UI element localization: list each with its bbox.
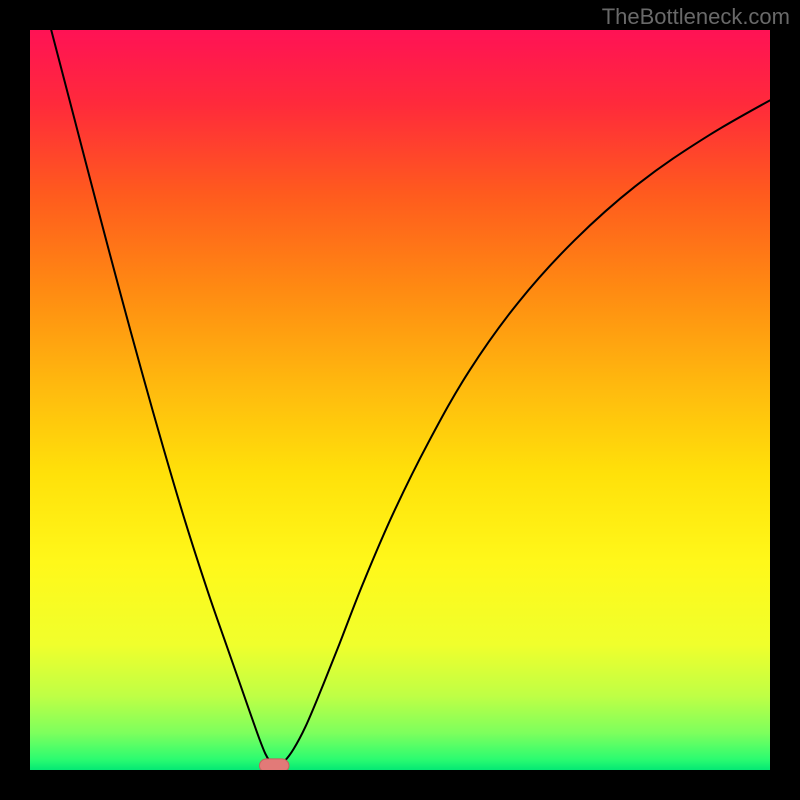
watermark-text: TheBottleneck.com — [602, 4, 790, 30]
plot-area — [30, 30, 770, 770]
optimal-point-marker — [259, 759, 289, 770]
chart-stage: TheBottleneck.com — [0, 0, 800, 800]
bottleneck-curve — [30, 30, 770, 765]
curve-layer — [30, 30, 770, 770]
